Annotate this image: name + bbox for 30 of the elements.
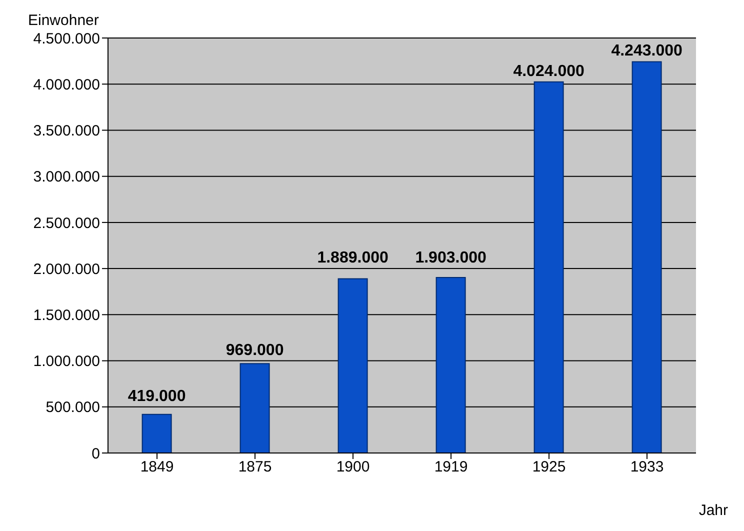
bar (338, 278, 368, 453)
x-tick-label: 1875 (238, 458, 272, 476)
y-tick-label: 1.500.000 (33, 306, 100, 324)
data-label: 1.903.000 (415, 250, 486, 267)
y-tick-label: 3.500.000 (33, 122, 100, 140)
x-tick-label: 1933 (630, 458, 664, 476)
x-axis-title: Jahr (698, 502, 728, 519)
data-label: 4.024.000 (513, 62, 584, 80)
y-tick-label: 4.500.000 (33, 30, 100, 48)
bar (534, 81, 564, 453)
y-tick-label: 2.000.000 (33, 260, 100, 278)
x-tick-label: 1900 (336, 458, 370, 476)
data-label: 4.243.000 (611, 42, 682, 60)
y-tick-label: 2.500.000 (33, 214, 100, 232)
bar (632, 61, 662, 453)
y-axis-title: Einwohner (28, 12, 99, 29)
bar (436, 277, 466, 453)
y-tick-label: 0 (92, 445, 100, 462)
data-label: 969.000 (226, 342, 284, 359)
x-tick-label: 1925 (532, 458, 566, 476)
y-tick-label: 3.000.000 (33, 168, 100, 186)
y-tick-label: 500.000 (46, 399, 100, 416)
x-tick-label: 1919 (434, 458, 468, 476)
data-label: 419.000 (128, 388, 186, 405)
bar (142, 414, 172, 453)
y-tick-label: 4.000.000 (33, 76, 100, 94)
x-tick-label: 1849 (140, 458, 174, 476)
bar (240, 363, 270, 453)
y-tick-label: 1.000.000 (33, 353, 100, 370)
data-label: 1.889.000 (317, 250, 388, 267)
